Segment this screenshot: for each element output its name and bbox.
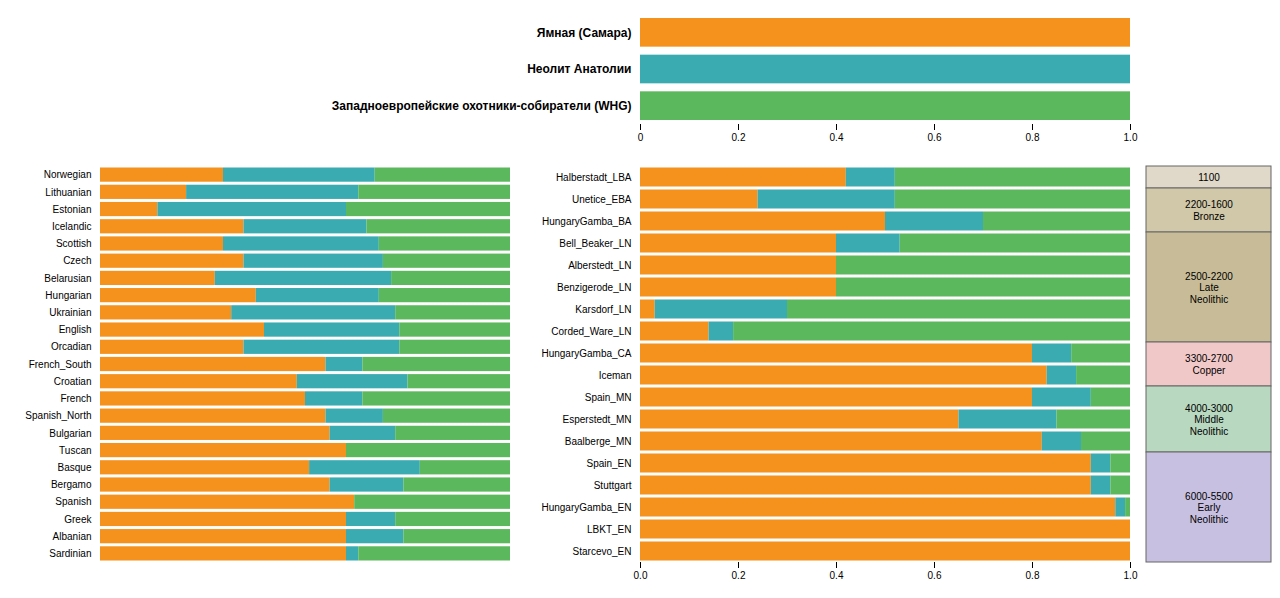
svg-text:Esperstedt_MN: Esperstedt_MN [563, 414, 632, 425]
svg-text:Западноевропейские охотники-со: Западноевропейские охотники-собиратели (… [332, 99, 632, 113]
svg-text:Sardinian: Sardinian [49, 548, 91, 559]
svg-text:Bergamo: Bergamo [51, 479, 92, 490]
svg-text:Greek: Greek [64, 514, 92, 525]
svg-text:HungaryGamba_BA: HungaryGamba_BA [542, 216, 632, 227]
svg-text:French_South: French_South [29, 359, 92, 370]
svg-text:Tuscan: Tuscan [59, 445, 91, 456]
svg-text:Alberstedt_LN: Alberstedt_LN [568, 260, 631, 271]
svg-text:French: French [60, 393, 91, 404]
svg-text:0.4: 0.4 [830, 132, 844, 143]
svg-text:0.0: 0.0 [634, 570, 648, 581]
svg-text:Karsdorf_LN: Karsdorf_LN [575, 304, 631, 315]
svg-text:2500-2200LateNeolithic: 2500-2200LateNeolithic [1185, 271, 1233, 305]
svg-text:Norwegian: Norwegian [44, 169, 92, 180]
svg-text:4000-3000MiddleNeolithic: 4000-3000MiddleNeolithic [1185, 403, 1233, 437]
svg-text:0: 0 [638, 132, 644, 143]
svg-text:Bell_Beaker_LN: Bell_Beaker_LN [559, 238, 631, 249]
svg-text:Orcadian: Orcadian [51, 341, 92, 352]
svg-text:6000-5500EarlyNeolithic: 6000-5500EarlyNeolithic [1185, 491, 1233, 525]
svg-text:Starcevo_EN: Starcevo_EN [573, 546, 632, 557]
svg-text:Basque: Basque [58, 462, 92, 473]
svg-text:Unetice_EBA: Unetice_EBA [572, 194, 632, 205]
svg-text:0.2: 0.2 [732, 132, 746, 143]
svg-text:Ямная (Самара): Ямная (Самара) [537, 26, 632, 40]
svg-text:Benzigerode_LN: Benzigerode_LN [557, 282, 632, 293]
svg-text:Icelandic: Icelandic [52, 221, 91, 232]
svg-text:LBKT_EN: LBKT_EN [587, 524, 631, 535]
svg-text:0.8: 0.8 [1026, 570, 1040, 581]
svg-text:Lithuanian: Lithuanian [45, 187, 91, 198]
svg-text:Spanish: Spanish [55, 496, 91, 507]
svg-text:Spain_MN: Spain_MN [585, 392, 632, 403]
svg-text:HungaryGamba_EN: HungaryGamba_EN [541, 502, 631, 513]
svg-text:Scottish: Scottish [56, 238, 92, 249]
svg-text:Estonian: Estonian [53, 204, 92, 215]
svg-text:Albanian: Albanian [53, 531, 92, 542]
svg-text:Croatian: Croatian [54, 376, 92, 387]
svg-text:Spanish_North: Spanish_North [25, 410, 91, 421]
svg-text:Spain_EN: Spain_EN [586, 458, 631, 469]
svg-text:English: English [59, 324, 92, 335]
svg-text:0.4: 0.4 [830, 570, 844, 581]
svg-text:0.6: 0.6 [928, 132, 942, 143]
svg-text:Czech: Czech [63, 255, 91, 266]
svg-text:0.6: 0.6 [928, 570, 942, 581]
svg-text:0.8: 0.8 [1026, 132, 1040, 143]
svg-text:Stuttgart: Stuttgart [594, 480, 632, 491]
svg-text:Halberstadt_LBA: Halberstadt_LBA [556, 172, 632, 183]
svg-text:Bulgarian: Bulgarian [49, 428, 91, 439]
svg-text:2200-1600Bronze: 2200-1600Bronze [1185, 199, 1233, 222]
svg-text:Ukrainian: Ukrainian [49, 307, 91, 318]
svg-text:1100: 1100 [1198, 172, 1220, 183]
svg-text:Baalberge_MN: Baalberge_MN [565, 436, 632, 447]
svg-text:1.0: 1.0 [1124, 132, 1138, 143]
svg-text:Belarusian: Belarusian [44, 273, 91, 284]
svg-text:HungaryGamba_CA: HungaryGamba_CA [541, 348, 631, 359]
svg-text:0.2: 0.2 [732, 570, 746, 581]
svg-text:Hungarian: Hungarian [45, 290, 91, 301]
svg-text:1.0: 1.0 [1124, 570, 1138, 581]
svg-text:3300-2700Copper: 3300-2700Copper [1185, 353, 1233, 376]
svg-text:Corded_Ware_LN: Corded_Ware_LN [551, 326, 631, 337]
svg-text:Неолит Анатолии: Неолит Анатолии [527, 62, 631, 76]
svg-text:Iceman: Iceman [599, 370, 632, 381]
